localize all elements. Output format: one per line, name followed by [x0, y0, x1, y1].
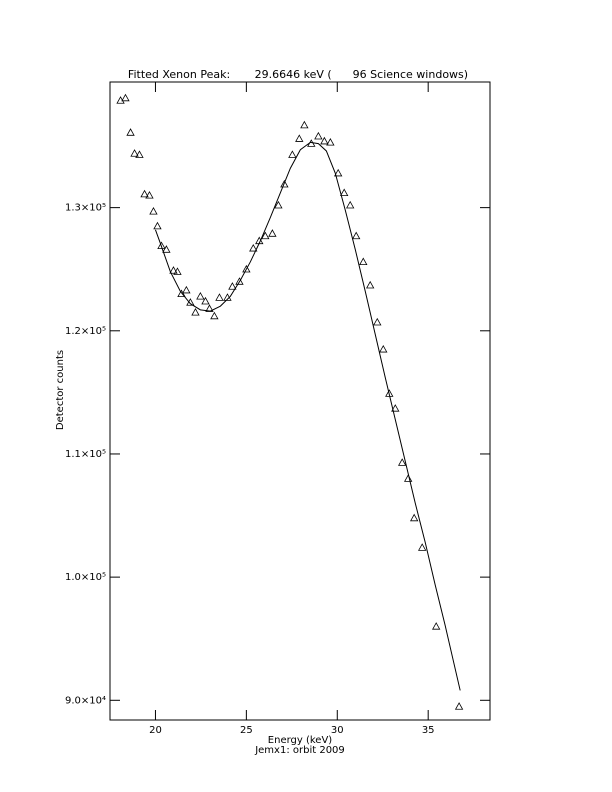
y-tick-label: 1.1×10⁵ — [65, 449, 106, 460]
marker — [320, 136, 329, 145]
x-tick-label: 20 — [149, 725, 162, 736]
x-tick-label: 30 — [331, 725, 344, 736]
marker — [326, 138, 335, 146]
marker — [373, 317, 382, 326]
marker — [242, 264, 251, 273]
x-axis-label: Energy (keV) — [268, 735, 333, 746]
marker — [201, 296, 210, 305]
marker — [249, 243, 258, 252]
y-tick-label: 9.0×10⁴ — [65, 695, 106, 706]
marker — [346, 200, 355, 209]
marker — [261, 231, 270, 240]
y-tick-label: 1.0×10⁵ — [65, 572, 106, 583]
marker — [135, 150, 144, 158]
marker — [359, 257, 368, 266]
marker — [173, 267, 182, 275]
marker — [295, 134, 304, 142]
marker — [130, 149, 139, 157]
marker — [288, 150, 297, 158]
marker — [191, 307, 200, 316]
marker — [314, 131, 323, 140]
marker — [398, 458, 407, 466]
marker — [140, 189, 149, 198]
subtitle: Jemx1: orbit 2009 — [254, 745, 345, 756]
chart-title: Fitted Xenon Peak: 29.6646 keV ( 96 Scie… — [128, 68, 468, 81]
marker — [126, 128, 135, 136]
y-tick-label: 1.3×10⁵ — [65, 203, 106, 214]
marker — [215, 293, 224, 301]
marker — [300, 120, 309, 129]
marker — [410, 513, 419, 522]
marker — [235, 277, 244, 285]
marker — [280, 179, 289, 188]
fit-line — [154, 141, 461, 691]
marker — [210, 311, 219, 320]
marker — [157, 241, 166, 250]
marker — [352, 231, 361, 240]
marker — [404, 474, 413, 482]
marker — [196, 291, 205, 300]
plot-frame — [109, 81, 491, 721]
y-axis-label: Detector counts — [55, 350, 66, 430]
x-tick-label: 35 — [422, 725, 435, 736]
marker — [334, 168, 343, 177]
marker — [228, 282, 237, 290]
x-tick-label: 25 — [240, 725, 253, 736]
marker — [418, 543, 427, 551]
marker — [274, 200, 283, 209]
marker — [169, 266, 178, 274]
y-tick-label: 1.2×10⁵ — [65, 326, 106, 337]
marker — [340, 188, 349, 197]
marker — [182, 285, 191, 294]
marker — [454, 702, 464, 710]
marker — [268, 229, 277, 237]
marker — [391, 404, 400, 412]
marker — [162, 245, 171, 253]
marker — [153, 221, 162, 230]
marker — [145, 190, 154, 199]
marker — [121, 93, 130, 102]
marker — [177, 289, 186, 298]
marker — [149, 207, 158, 215]
marker — [366, 280, 375, 289]
marker — [379, 344, 388, 353]
marker — [432, 622, 441, 630]
